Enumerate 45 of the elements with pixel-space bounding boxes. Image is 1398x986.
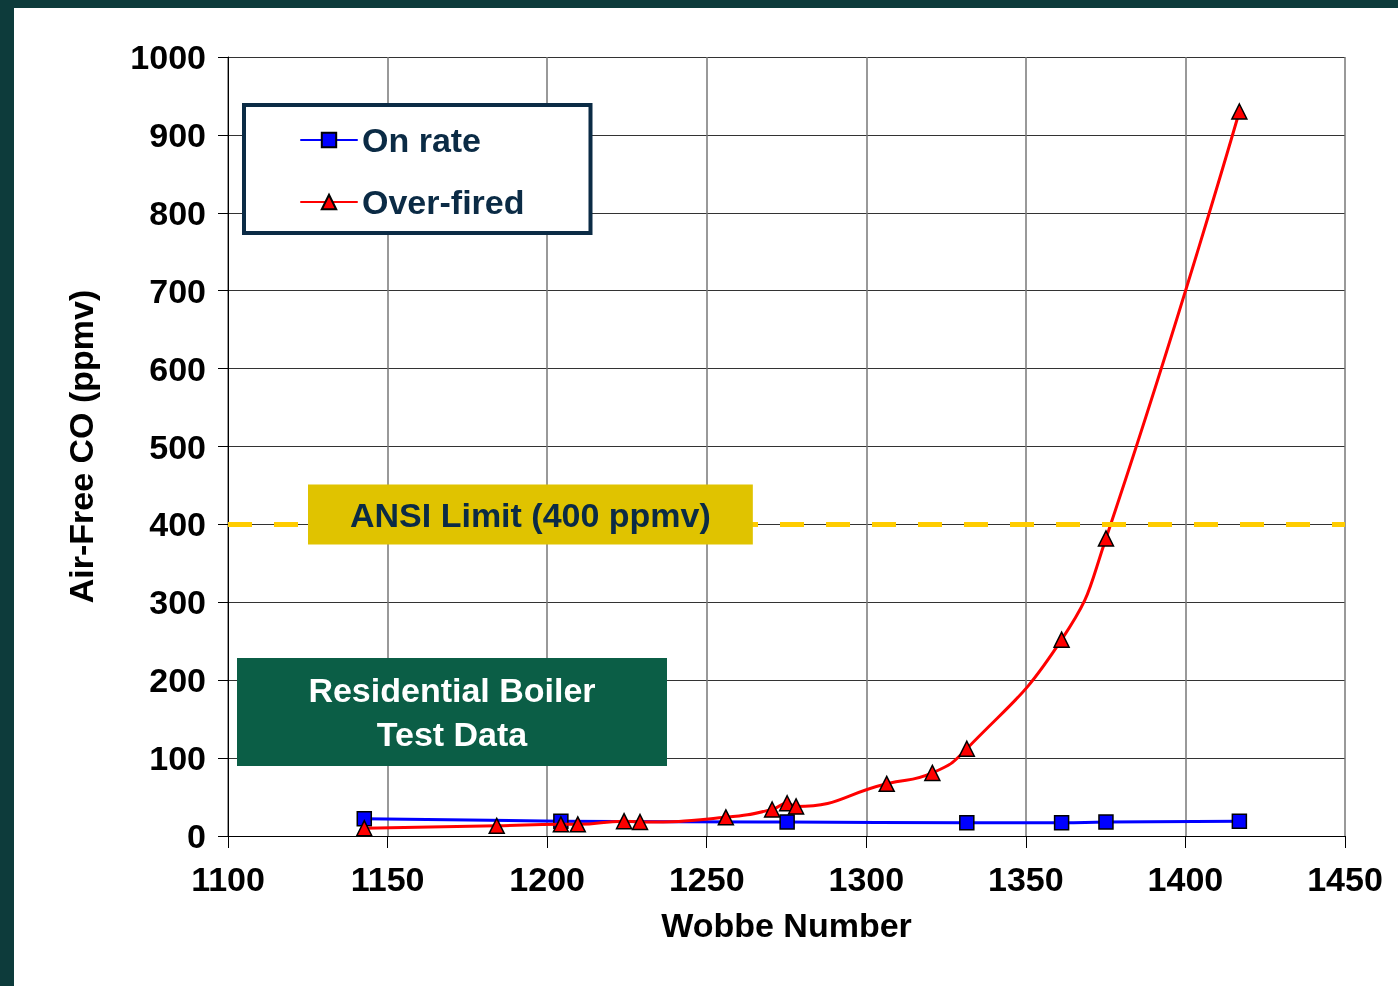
point bbox=[1053, 815, 1070, 831]
point bbox=[1053, 631, 1070, 648]
y-tick-label: 300 bbox=[149, 583, 206, 622]
point bbox=[552, 816, 570, 833]
x-tick-label: 1400 bbox=[1147, 860, 1224, 898]
x-tick-label: 1350 bbox=[988, 860, 1064, 898]
point bbox=[569, 816, 587, 833]
y-tick-label: 800 bbox=[149, 193, 206, 232]
y-tick-label: 0 bbox=[187, 817, 206, 855]
point bbox=[1098, 814, 1114, 830]
y-tick-label: 200 bbox=[149, 661, 206, 700]
x-tick-label: 1150 bbox=[350, 860, 425, 898]
x-tick-label: 1250 bbox=[668, 860, 745, 898]
y-tick-label: 900 bbox=[149, 115, 206, 154]
y-tick-label: 400 bbox=[149, 505, 206, 544]
x-tick-label: 1450 bbox=[1307, 860, 1383, 898]
legend-label: On rate bbox=[362, 121, 482, 159]
point bbox=[779, 814, 795, 830]
point bbox=[615, 812, 633, 830]
y-tick-label: 500 bbox=[149, 427, 206, 466]
point bbox=[1097, 530, 1115, 547]
y-axis-title: Air-Free CO (ppmv) bbox=[62, 289, 100, 604]
y-tick-label: 100 bbox=[149, 739, 206, 778]
x-axis-title: Wobbe Number bbox=[661, 906, 912, 944]
y-tick-label: 1000 bbox=[130, 38, 206, 76]
point bbox=[356, 819, 373, 837]
note-box: Residential Boiler Test Data bbox=[237, 658, 667, 766]
point bbox=[1231, 103, 1248, 120]
y-tick-label: 700 bbox=[149, 271, 206, 310]
point bbox=[959, 815, 975, 831]
point bbox=[763, 801, 781, 818]
point bbox=[717, 809, 735, 826]
point bbox=[958, 740, 976, 757]
legend-label: Over-fired bbox=[362, 183, 525, 221]
x-tick-label: 1200 bbox=[509, 860, 585, 898]
point bbox=[1231, 813, 1248, 829]
x-tick-label: 1100 bbox=[191, 860, 265, 898]
point bbox=[878, 775, 895, 793]
point bbox=[488, 817, 505, 835]
point bbox=[631, 813, 649, 831]
ref-line-label: ANSI Limit (400 ppmv) bbox=[350, 496, 711, 535]
x-tick-label: 1300 bbox=[828, 860, 905, 898]
point bbox=[924, 764, 941, 782]
y-tick-label: 600 bbox=[149, 349, 206, 388]
point bbox=[787, 798, 805, 815]
